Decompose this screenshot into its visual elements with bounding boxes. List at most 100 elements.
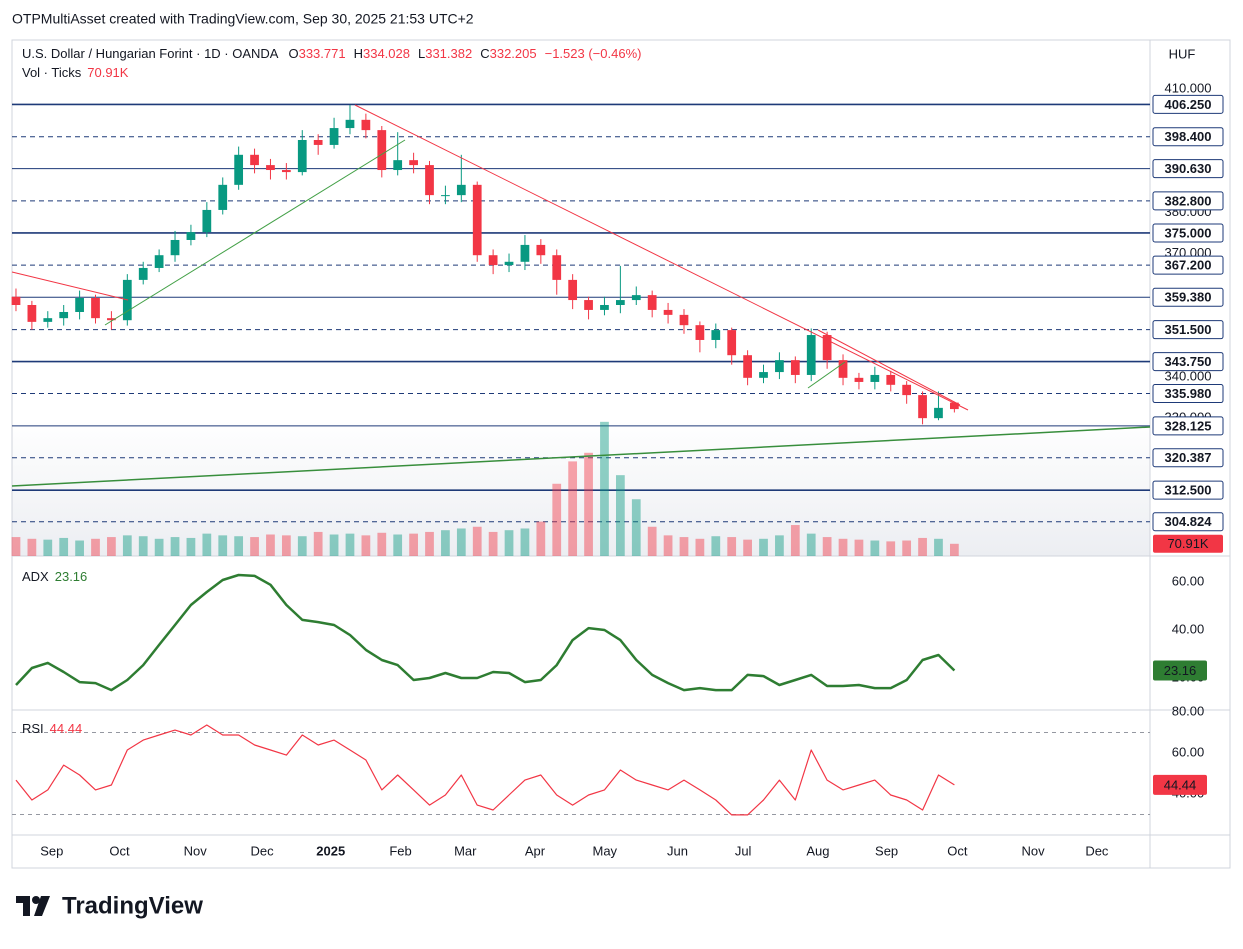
volume-bar [934,538,943,556]
level-label-box [1152,127,1224,147]
ohlc-value: 331.382 [425,46,472,61]
volume-bar [91,538,100,556]
volume-bar [520,528,530,556]
candle-body [266,165,275,171]
volume-bar [138,536,148,556]
candle-body [27,304,37,322]
trend-line [104,139,406,326]
candle-body [361,119,371,131]
x-tick-label: Aug [806,843,829,858]
level-label: 312.500 [1165,483,1212,498]
x-tick-label: Sep [875,843,898,858]
candle-body [138,267,148,280]
x-tick-label: Jul [735,843,752,858]
x-tick-label: Oct [109,843,130,858]
candle-body [186,232,196,240]
candle-body [647,295,657,310]
candle-body [949,402,959,410]
candle-body [250,154,259,166]
level-label: 359.380 [1165,290,1212,305]
frame [11,39,1231,869]
candle-body [727,330,737,356]
candle-body [218,184,228,210]
x-tick-label: Dec [250,843,274,858]
trend-line [807,361,846,389]
pane-shade [12,420,1150,556]
candle-body [854,377,864,382]
trend-line [11,426,1151,487]
volume-last-box [1153,534,1223,553]
y-tick-label: 60.00 [1172,573,1205,588]
level-label: 398.400 [1165,129,1212,144]
volume-legend: Vol · Ticks 70.91K [22,65,129,80]
candle-body [631,295,641,301]
x-tick-label: Dec [1085,843,1109,858]
legend: U.S. Dollar / Hungarian Forint · 1D · OA… [22,46,641,61]
candle-body [568,279,578,301]
level-label: 343.750 [1165,354,1212,369]
candle-body [918,395,927,419]
level-label-box [1152,255,1224,275]
indicator-name: RSI [22,721,44,736]
y-tick-label: 80.00 [1172,703,1205,718]
candle-body [107,318,116,321]
last-value-label: 23.16 [1164,663,1197,678]
volume-bar [75,540,84,556]
candle-body [711,330,721,340]
ohlc-value: 334.028 [363,46,410,61]
currency-box [1152,42,1228,68]
x-tick-label: Apr [525,843,546,858]
change: −1.523 (−0.46%) [545,46,642,61]
candle-body [409,160,418,166]
volume-bar [949,543,959,556]
volume-bar [313,531,323,556]
candle-body [870,374,880,382]
volume-bar [234,536,244,556]
volume-bar [456,528,466,556]
candle-body [584,300,593,310]
volume-bar [552,483,562,556]
volume-bar [822,537,832,556]
y-tick-label: 340.000 [1165,368,1212,383]
candle-body [154,255,164,268]
volume-bar [902,540,912,556]
level-label-box [1152,94,1224,114]
volume-name: Vol · Ticks [22,65,82,80]
ohlc-value: 332.205 [490,46,537,61]
volume-bar [202,533,212,556]
last-value-box [1153,774,1207,795]
candle-body [91,298,100,319]
candle-body [902,384,912,396]
level-label-box [1152,159,1224,179]
volume-bar [154,538,164,556]
level-label: 335.980 [1165,386,1212,401]
level-label-box [1152,352,1224,372]
volume-bar [854,539,864,556]
level-label: 375.000 [1165,225,1212,240]
ohlc-label: L [418,46,425,61]
volume-bar [441,530,450,556]
level-label-box [1152,448,1224,468]
candle-body [11,296,21,305]
candle-body [441,195,450,197]
volume-bar [170,537,180,556]
volume-bar [472,526,482,556]
candle-body [775,360,784,373]
volume-bar [329,534,339,556]
level-label: 304.824 [1165,514,1213,529]
drawings [11,103,1150,816]
volume-bar [615,475,625,556]
candle-body [536,244,546,256]
volume-bar [663,535,673,556]
candle-body [743,355,752,378]
level-label: 320.387 [1165,450,1212,465]
volume-bar [218,535,228,556]
candle-body [615,300,625,305]
candle-body [456,184,466,196]
y-tick-label: 40.00 [1172,621,1205,636]
volume-bar [838,538,848,556]
volume-value: 70.91K [87,65,129,80]
volume-bar [727,537,737,556]
x-tick-label: Nov [1022,843,1046,858]
